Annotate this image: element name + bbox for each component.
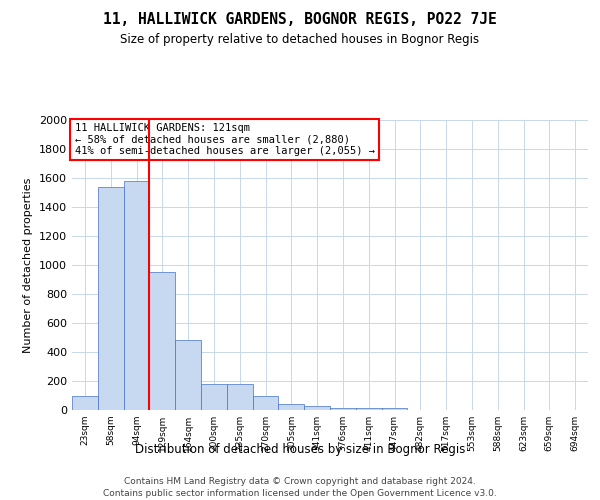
Bar: [227, 384, 253, 410]
Bar: [278, 404, 304, 410]
Bar: [304, 406, 330, 410]
Text: Contains HM Land Registry data © Crown copyright and database right 2024.: Contains HM Land Registry data © Crown c…: [124, 478, 476, 486]
Text: 11 HALLIWICK GARDENS: 121sqm
← 58% of detached houses are smaller (2,880)
41% of: 11 HALLIWICK GARDENS: 121sqm ← 58% of de…: [74, 123, 374, 156]
Bar: [253, 396, 278, 410]
Bar: [124, 181, 149, 410]
Bar: [382, 408, 407, 410]
Text: Contains public sector information licensed under the Open Government Licence v3: Contains public sector information licen…: [103, 489, 497, 498]
Bar: [149, 272, 175, 410]
Bar: [175, 340, 201, 410]
Y-axis label: Number of detached properties: Number of detached properties: [23, 178, 34, 352]
Text: Size of property relative to detached houses in Bognor Regis: Size of property relative to detached ho…: [121, 32, 479, 46]
Bar: [201, 384, 227, 410]
Bar: [356, 408, 382, 410]
Bar: [330, 408, 356, 410]
Text: 11, HALLIWICK GARDENS, BOGNOR REGIS, PO22 7JE: 11, HALLIWICK GARDENS, BOGNOR REGIS, PO2…: [103, 12, 497, 28]
Bar: [72, 396, 98, 410]
Text: Distribution of detached houses by size in Bognor Regis: Distribution of detached houses by size …: [135, 442, 465, 456]
Bar: [98, 186, 124, 410]
